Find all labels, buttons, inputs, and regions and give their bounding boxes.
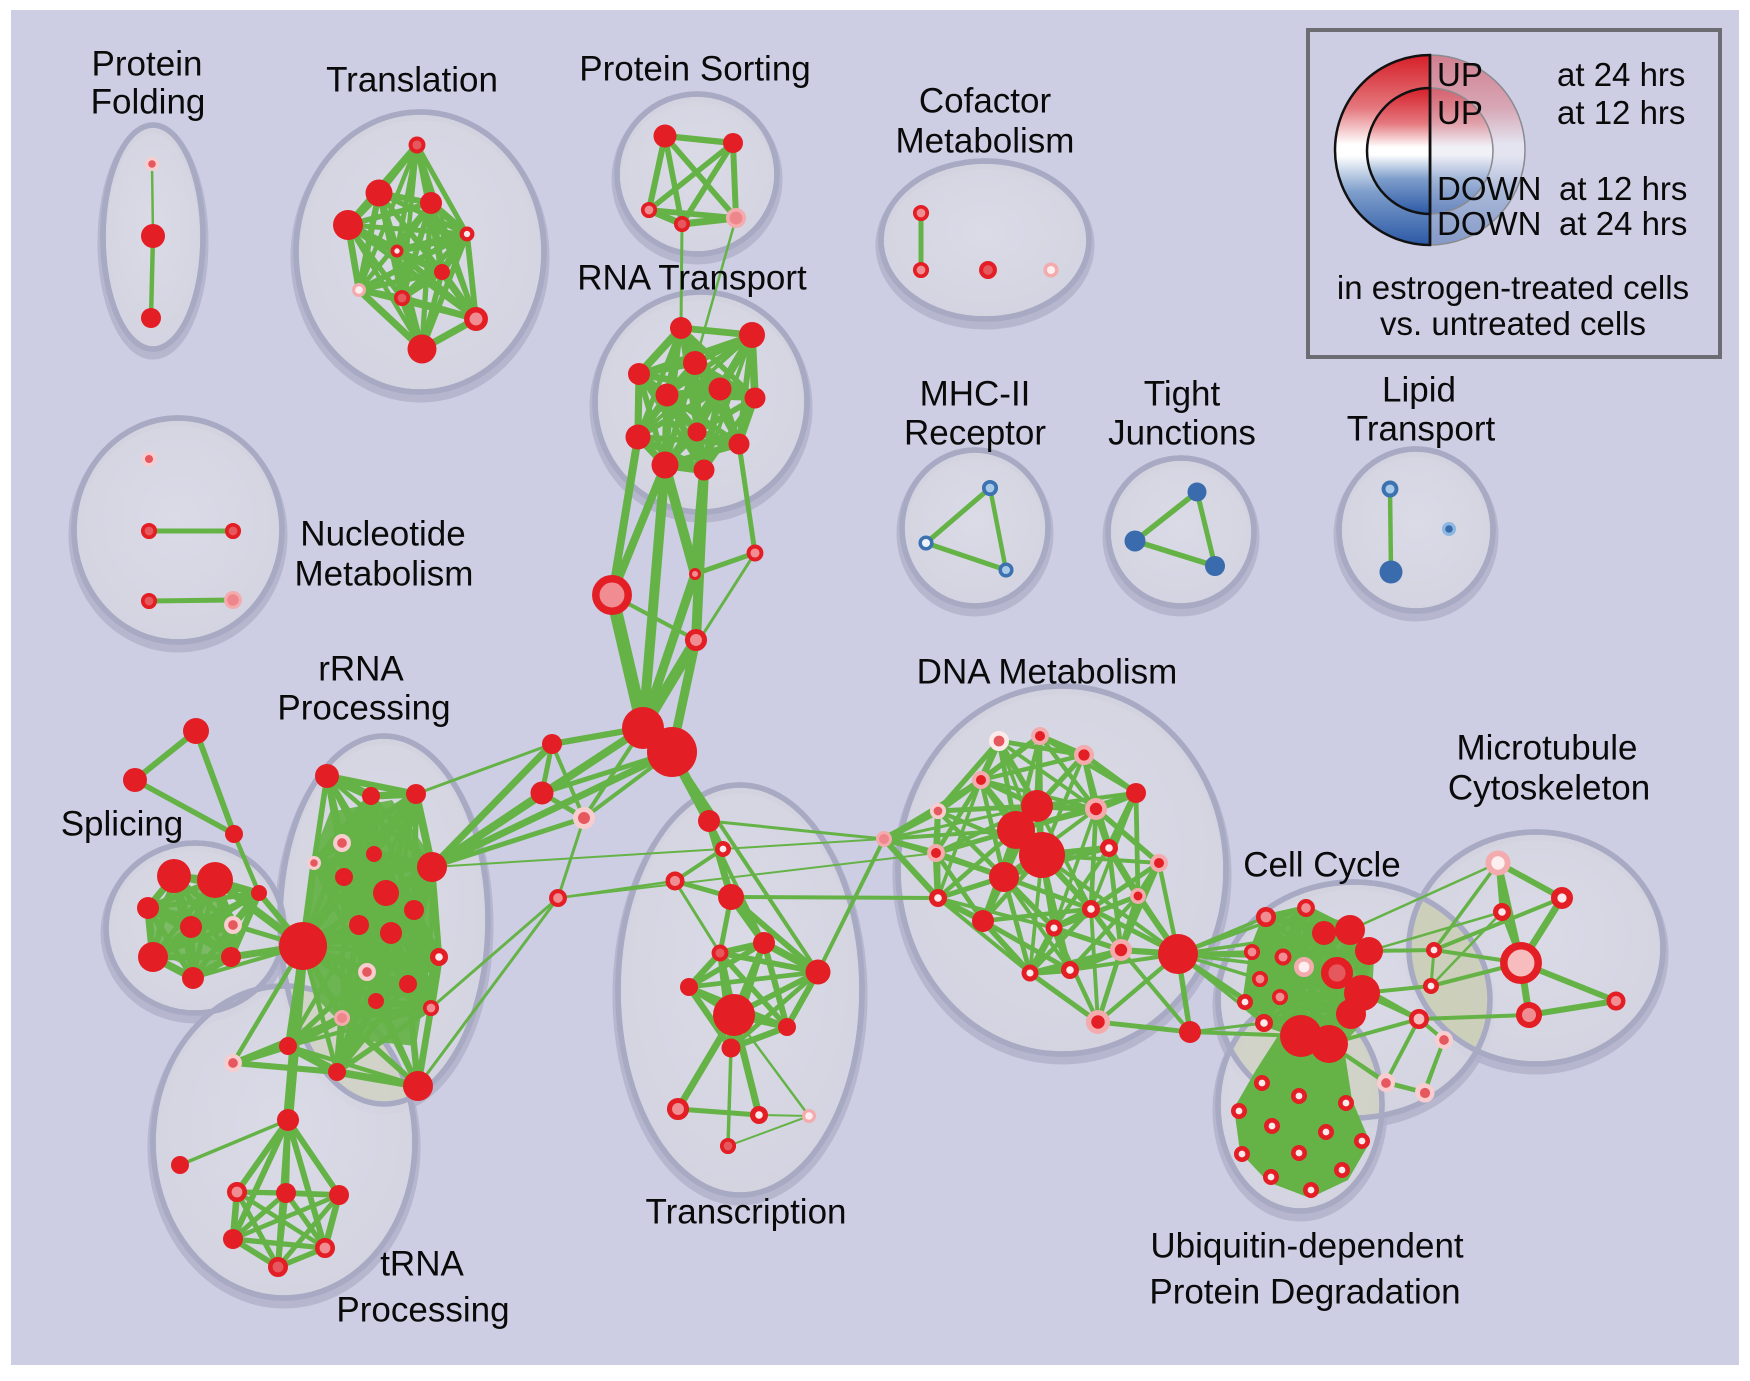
svg-text:Processing: Processing bbox=[336, 1291, 509, 1330]
svg-text:Processing: Processing bbox=[277, 689, 450, 728]
svg-text:Cell Cycle: Cell Cycle bbox=[1243, 846, 1401, 885]
svg-text:Splicing: Splicing bbox=[61, 805, 184, 844]
svg-text:UP: UP bbox=[1437, 94, 1483, 131]
svg-text:tRNA: tRNA bbox=[380, 1245, 464, 1284]
svg-text:rRNA: rRNA bbox=[318, 650, 404, 689]
svg-text:Metabolism: Metabolism bbox=[295, 555, 474, 594]
svg-text:Protein Sorting: Protein Sorting bbox=[579, 50, 811, 89]
svg-text:Metabolism: Metabolism bbox=[896, 122, 1075, 161]
svg-text:Transport: Transport bbox=[1347, 410, 1496, 449]
svg-text:Folding: Folding bbox=[91, 83, 206, 122]
svg-text:at 24 hrs: at 24 hrs bbox=[1557, 56, 1685, 93]
svg-text:RNA Transport: RNA Transport bbox=[577, 259, 807, 298]
svg-text:DOWN: DOWN bbox=[1437, 205, 1541, 242]
svg-text:Transcription: Transcription bbox=[646, 1193, 847, 1232]
svg-text:vs. untreated cells: vs. untreated cells bbox=[1380, 305, 1646, 342]
svg-text:at 12 hrs: at 12 hrs bbox=[1557, 94, 1685, 131]
svg-text:Tight: Tight bbox=[1144, 375, 1221, 414]
svg-text:Nucleotide: Nucleotide bbox=[300, 515, 465, 554]
svg-text:UP: UP bbox=[1437, 56, 1483, 93]
svg-text:in estrogen-treated cells: in estrogen-treated cells bbox=[1337, 269, 1689, 306]
svg-text:Microtubule: Microtubule bbox=[1457, 729, 1638, 768]
svg-text:Lipid: Lipid bbox=[1382, 371, 1456, 410]
svg-text:Protein: Protein bbox=[92, 45, 203, 84]
svg-text:Translation: Translation bbox=[326, 61, 498, 100]
svg-text:Ubiquitin-dependent: Ubiquitin-dependent bbox=[1150, 1227, 1464, 1266]
svg-text:Cofactor: Cofactor bbox=[919, 82, 1052, 121]
svg-text:Junctions: Junctions bbox=[1108, 414, 1256, 453]
svg-text:at 24 hrs: at 24 hrs bbox=[1559, 205, 1687, 242]
svg-text:Receptor: Receptor bbox=[904, 414, 1046, 453]
svg-text:MHC-II: MHC-II bbox=[920, 375, 1031, 414]
svg-text:DNA Metabolism: DNA Metabolism bbox=[917, 653, 1178, 692]
svg-text:DOWN: DOWN bbox=[1437, 170, 1541, 207]
svg-text:Protein Degradation: Protein Degradation bbox=[1149, 1273, 1460, 1312]
svg-text:Cytoskeleton: Cytoskeleton bbox=[1448, 769, 1650, 808]
svg-text:at 12 hrs: at 12 hrs bbox=[1559, 170, 1687, 207]
